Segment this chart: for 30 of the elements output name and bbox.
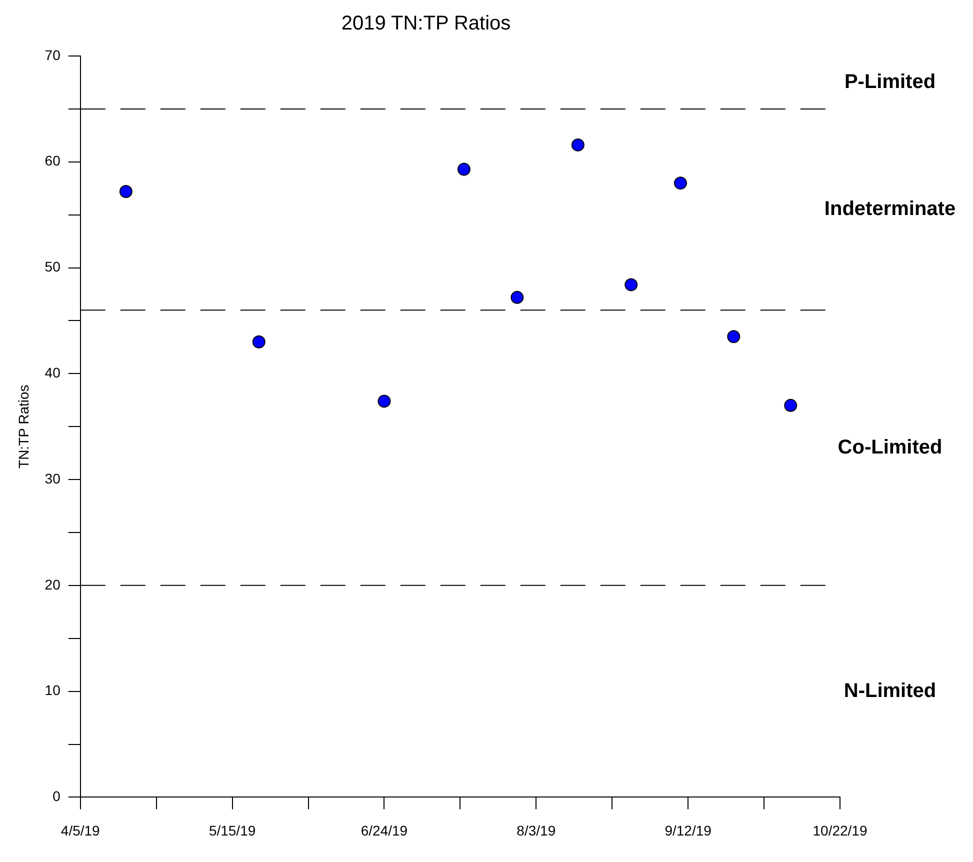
point (457, 162, 470, 176)
y-tick-label: 30 (44, 470, 61, 486)
x-tick-label: 8/3/19 (516, 822, 556, 838)
point (727, 330, 740, 344)
text: N-Limited (844, 680, 936, 702)
y-axis-title: TN:TP Ratios (15, 384, 32, 468)
x-tick-label: 4/5/19 (60, 822, 100, 838)
text: P-Limited (844, 70, 936, 93)
chart-title: 2019 TN:TP Ratios (341, 12, 511, 35)
y-tick-label: 20 (44, 576, 61, 592)
point (674, 176, 687, 190)
point (784, 398, 798, 412)
x-tick-label: 6/24/19 (360, 822, 408, 838)
y-tick-label: 0 (52, 788, 61, 804)
x-tick-label: 9/12/19 (664, 822, 712, 838)
y-tick-label: 60 (44, 152, 61, 169)
annotation: Indeterminate (824, 198, 956, 220)
y-tick-label: 10 (44, 682, 61, 698)
annotation: Co-Limited (838, 436, 942, 458)
point (510, 290, 524, 304)
point (119, 185, 132, 198)
y-tick-label: 50 (44, 258, 61, 275)
point (378, 394, 391, 408)
y-tick-label: 70 (44, 46, 61, 63)
point (624, 278, 638, 292)
point (252, 335, 266, 348)
x-tick-label: 10/22/19 (812, 822, 868, 838)
y-tick-label: 40 (44, 364, 61, 381)
x-tick-label: 5/15/19 (208, 822, 256, 838)
point (571, 138, 584, 152)
